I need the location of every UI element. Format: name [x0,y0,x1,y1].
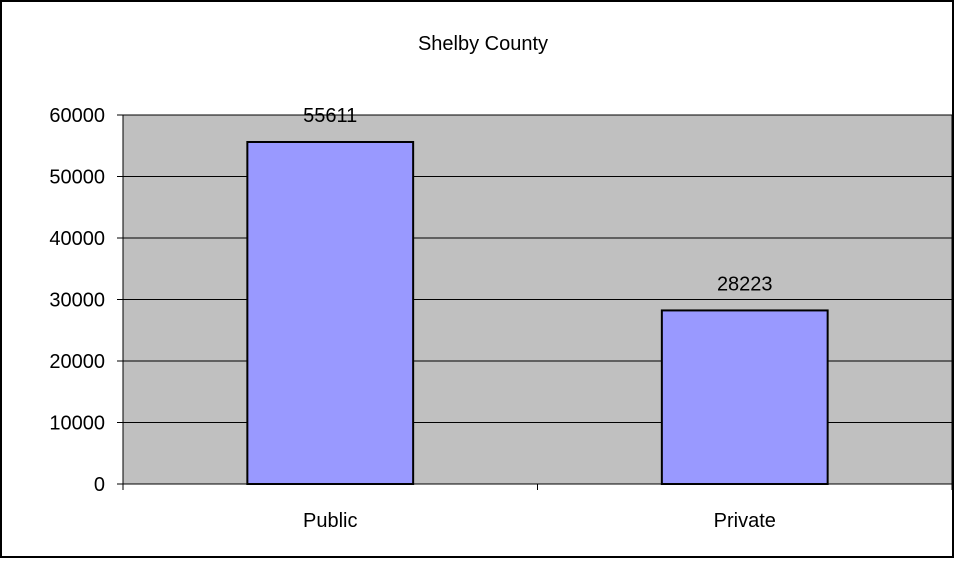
y-tick-label: 60000 [49,105,105,127]
y-tick-label: 40000 [49,228,105,250]
bars [246,140,829,486]
y-tick-label: 20000 [49,351,105,373]
data-labels: 55611 28223 [303,105,772,295]
x-tick-label: Private [714,510,776,532]
data-label: 55611 [303,105,357,127]
bar-private [660,309,829,486]
bar-public [246,140,415,486]
y-tick-label: 0 [94,474,105,496]
y-tick-label: 50000 [49,167,105,189]
axes: 0 10000 20000 30000 40000 50000 60000 Public Pri… [49,105,953,532]
chart-title: Shelby County [418,33,548,55]
x-tick-label: Public [303,510,357,532]
y-tick-label: 30000 [49,290,105,312]
data-label: 28223 [717,273,773,295]
y-tick-label: 10000 [49,413,105,435]
